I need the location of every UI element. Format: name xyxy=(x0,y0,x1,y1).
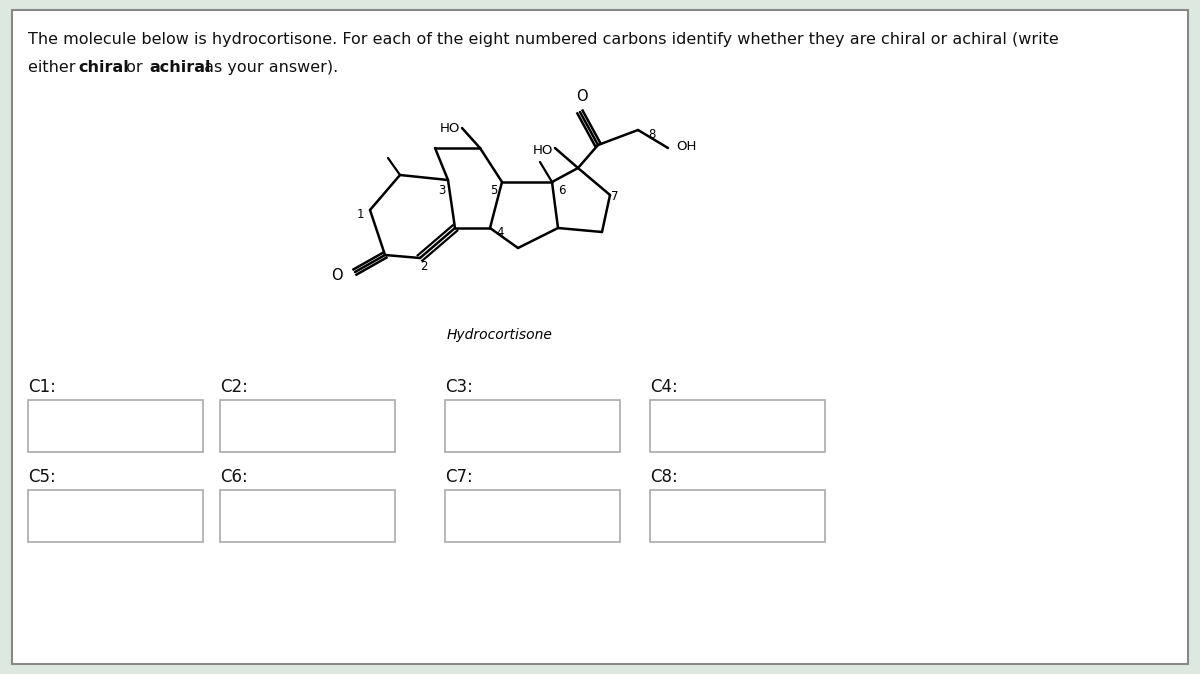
Text: as your answer).: as your answer). xyxy=(199,60,338,75)
Text: C2:: C2: xyxy=(220,378,248,396)
Bar xyxy=(28,400,203,452)
Text: C7:: C7: xyxy=(445,468,473,486)
Text: C6:: C6: xyxy=(220,468,247,486)
Text: The molecule below is hydrocortisone. For each of the eight numbered carbons ide: The molecule below is hydrocortisone. Fo… xyxy=(28,32,1058,47)
Text: 6: 6 xyxy=(558,183,565,197)
Text: C1:: C1: xyxy=(28,378,56,396)
Text: Hydrocortisone: Hydrocortisone xyxy=(448,328,553,342)
Text: 2: 2 xyxy=(420,259,427,272)
Text: 1: 1 xyxy=(356,208,364,222)
Text: O: O xyxy=(576,89,588,104)
Bar xyxy=(650,490,826,542)
Text: 5: 5 xyxy=(491,183,498,197)
Text: C3:: C3: xyxy=(445,378,473,396)
Bar xyxy=(445,400,620,452)
Bar xyxy=(650,400,826,452)
Text: C4:: C4: xyxy=(650,378,678,396)
Text: either: either xyxy=(28,60,80,75)
Bar xyxy=(445,490,620,542)
Text: C8:: C8: xyxy=(650,468,678,486)
Text: 3: 3 xyxy=(438,183,445,197)
Text: O: O xyxy=(331,268,343,284)
Text: or: or xyxy=(121,60,148,75)
Text: HO: HO xyxy=(439,121,460,135)
Text: OH: OH xyxy=(676,140,696,152)
Text: 8: 8 xyxy=(648,127,655,140)
Bar xyxy=(28,490,203,542)
Text: 7: 7 xyxy=(611,191,619,204)
Bar xyxy=(220,490,395,542)
Text: HO: HO xyxy=(533,144,553,156)
Text: chiral: chiral xyxy=(78,60,128,75)
Bar xyxy=(220,400,395,452)
Text: achiral: achiral xyxy=(149,60,211,75)
Text: C5:: C5: xyxy=(28,468,55,486)
Text: 4: 4 xyxy=(497,226,504,239)
